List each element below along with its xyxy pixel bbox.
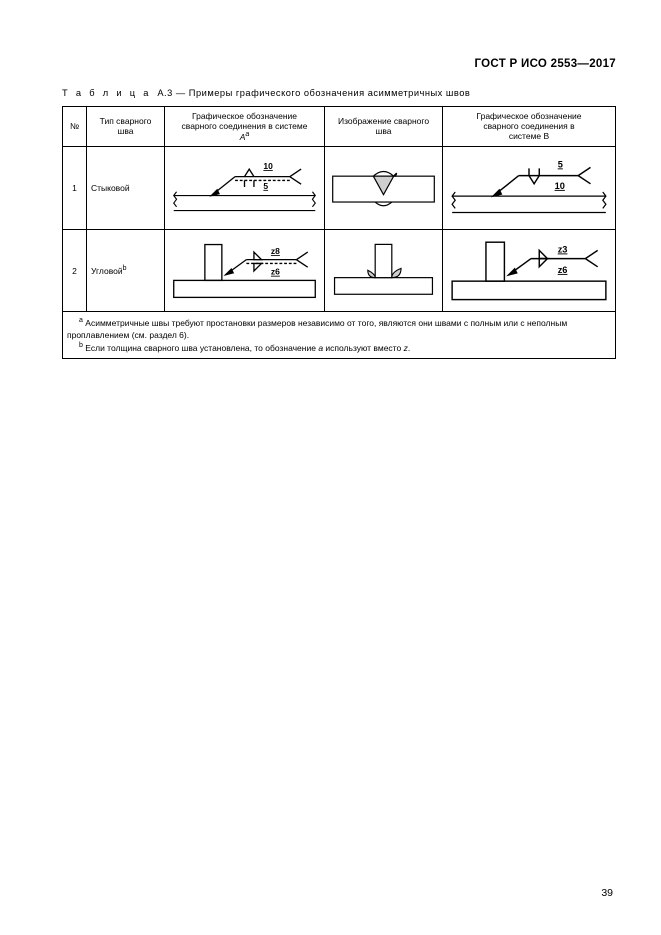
svg-text:z6: z6 — [558, 265, 568, 275]
footnotes-cell: a Асимметричные швы требуют простановки … — [63, 312, 616, 359]
row1-weld-image — [325, 146, 443, 229]
svg-text:z3: z3 — [558, 244, 568, 254]
row2-type-sup: b — [123, 265, 127, 272]
footnote-b-t3: . — [408, 343, 410, 353]
table-row: 2 Угловойb — [63, 229, 616, 312]
svg-text:5: 5 — [263, 181, 268, 191]
row1-type: Стыковой — [87, 146, 165, 229]
table-label-word: Т а б л и ц а — [62, 88, 151, 98]
svg-text:10: 10 — [263, 161, 273, 171]
sysA-l1: Графическое обозначение — [192, 111, 297, 121]
row2-system-b-diagram: z3 z6 — [443, 229, 616, 312]
col-header-num: № — [63, 107, 87, 147]
svg-text:5: 5 — [558, 159, 563, 169]
sysA-l2: сварного соединения в системе — [182, 121, 308, 131]
col-header-system-a: Графическое обозначение сварного соедине… — [165, 107, 325, 147]
table-row: 1 Стыковой — [63, 146, 616, 229]
footnote-a-sup: a — [79, 317, 83, 324]
sysB-l1: Графическое обозначение — [476, 111, 581, 121]
row2-system-a-diagram: z8 z6 — [165, 229, 325, 312]
footnote-b-sup: b — [79, 342, 83, 349]
row2-weld-image — [325, 229, 443, 312]
row2-type: Угловойb — [87, 229, 165, 312]
footnote-a: a Асимметричные швы требуют простановки … — [67, 316, 611, 341]
row1-system-a-diagram: 10 5 — [165, 146, 325, 229]
row2-num: 2 — [63, 229, 87, 312]
row2-type-text: Угловой — [91, 266, 123, 276]
row1-system-b-diagram: 5 10 — [443, 146, 616, 229]
page-number: 39 — [601, 887, 613, 899]
sysB-l2: сварного соединения в — [483, 121, 574, 131]
footnote-b-t1: Если толщина сварного шва установлена, т… — [85, 343, 318, 353]
img-l2: шва — [376, 126, 392, 136]
weld-symbols-table: № Тип сварного шва Графическое обозначен… — [62, 106, 616, 359]
document-page: ГОСТ Р ИСО 2553—2017 Т а б л и ц а А.3 —… — [0, 0, 661, 935]
footnote-b-t2: используют вместо — [323, 343, 404, 353]
col-header-system-b: Графическое обозначение сварного соедине… — [443, 107, 616, 147]
svg-text:z6: z6 — [271, 266, 280, 276]
col-header-image: Изображение сварного шва — [325, 107, 443, 147]
sysA-sup: a — [245, 131, 249, 138]
footnote-a-text: Асимметричные швы требуют простановки ра… — [67, 318, 567, 339]
svg-text:10: 10 — [555, 181, 565, 191]
table-caption: Т а б л и ц а А.3 — Примеры графического… — [62, 88, 616, 98]
row1-num: 1 — [63, 146, 87, 229]
img-l1: Изображение сварного — [338, 116, 429, 126]
table-title-text: — Примеры графического обозначения асимм… — [176, 88, 470, 98]
table-header-row: № Тип сварного шва Графическое обозначен… — [63, 107, 616, 147]
table-number: А.3 — [157, 88, 172, 98]
sysB-l3: системе B — [509, 131, 549, 141]
svg-text:z8: z8 — [271, 246, 280, 256]
col-header-type: Тип сварного шва — [87, 107, 165, 147]
footnotes-row: a Асимметричные швы требуют простановки … — [63, 312, 616, 359]
document-standard-header: ГОСТ Р ИСО 2553—2017 — [62, 58, 616, 70]
footnote-b: b Если толщина сварного шва установлена,… — [67, 341, 611, 354]
